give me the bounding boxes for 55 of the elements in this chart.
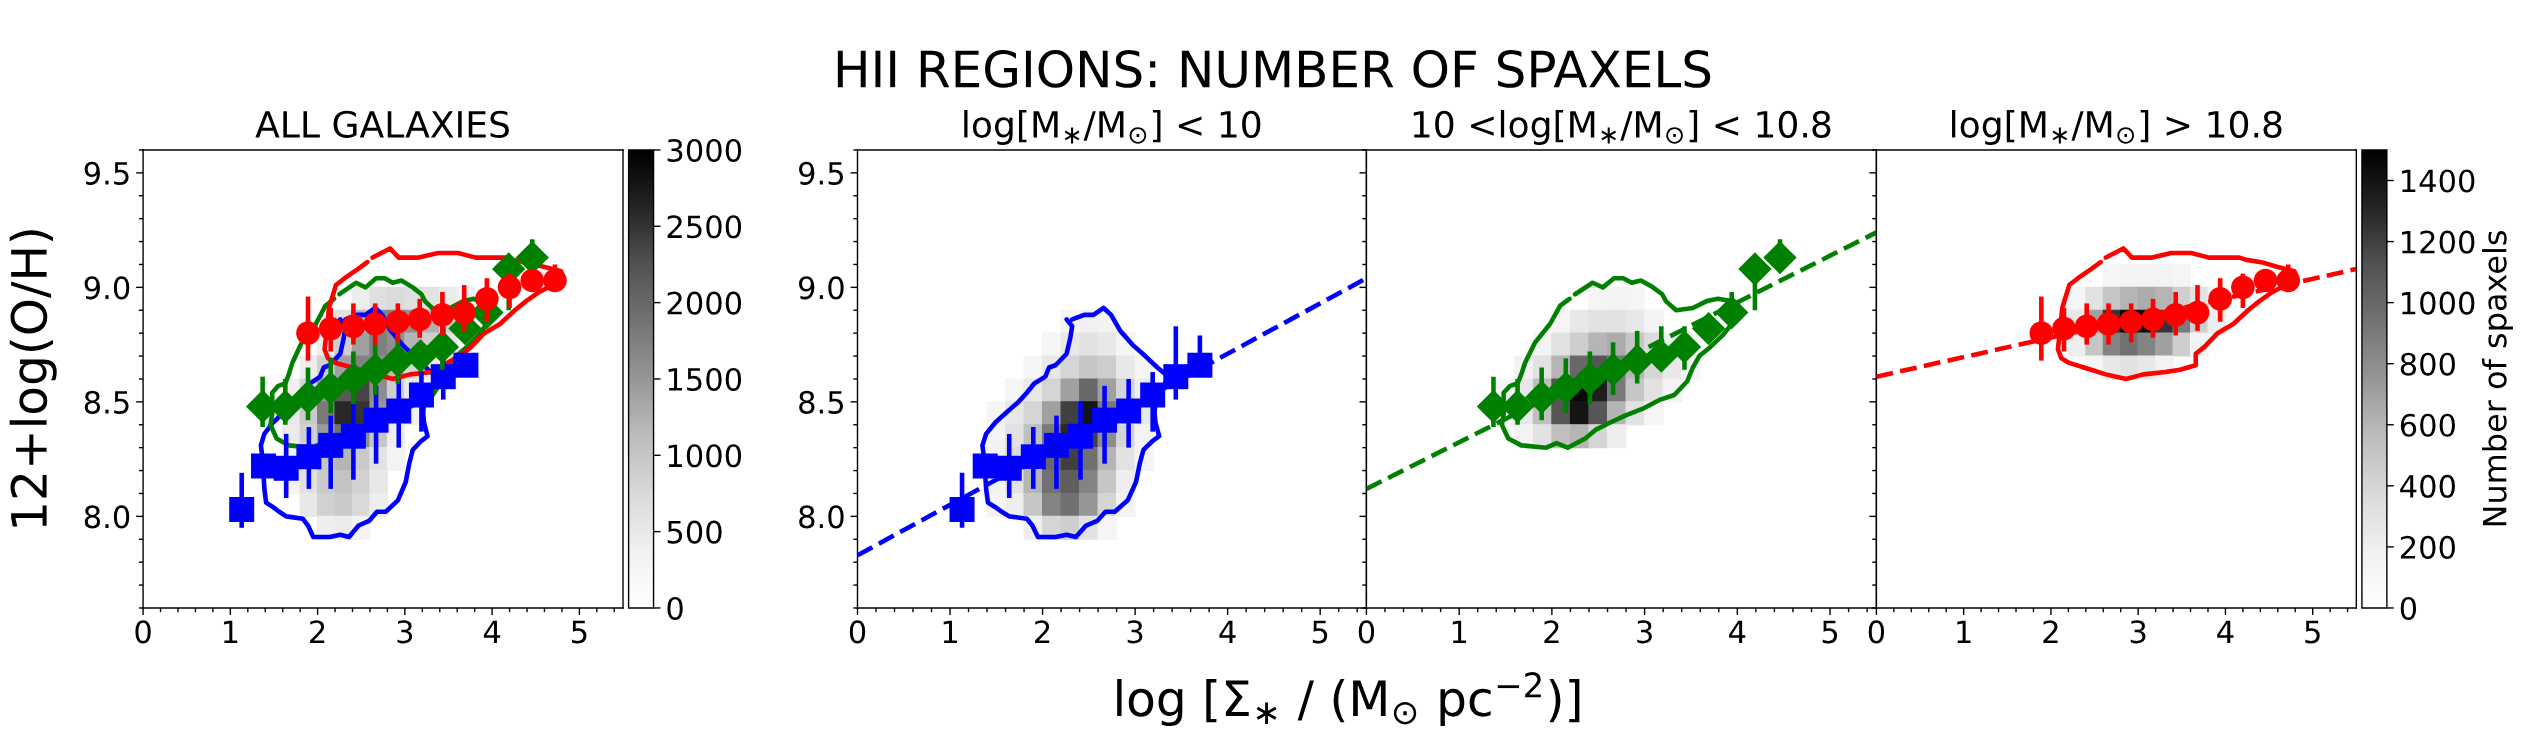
color-bar-label: 0	[2400, 596, 2417, 621]
y-tick-label: 9.5	[799, 161, 844, 185]
y-tick-label: 9.0	[84, 276, 130, 300]
y-axis-title: 12+log(O/H)	[9, 230, 57, 527]
color-bar-label: 3000	[667, 138, 742, 162]
y-tick-label: 9.0	[799, 276, 844, 300]
y-tick-label: 8.5	[84, 390, 129, 414]
color-bar-label: 2500	[667, 215, 742, 239]
x-tick-label: 5	[2305, 620, 2320, 644]
text: HII REGIONS: NUMBER OF SPAXELS	[837, 50, 1711, 88]
x-tick-label: 5	[1312, 620, 1328, 644]
chart-title: log[M$_{∗}$/M$_{⊙}$] > 10.8	[1952, 110, 2282, 145]
x-tick-label: 2	[2043, 620, 2058, 643]
x-tick-label: 4	[1219, 620, 1236, 643]
x-tick-label: 3	[1637, 620, 1652, 644]
color-bar-label: 0	[667, 596, 683, 621]
x-tick-label: 2	[310, 620, 325, 643]
chart-title: log[M$_{∗}$/M$_{⊙}$] < 10	[964, 110, 1261, 145]
x-tick-label: 1	[223, 620, 238, 643]
color-bar-label: 200	[2400, 535, 2455, 559]
x-tick-label: 1	[1452, 620, 1467, 643]
x-tick-label: 5	[572, 620, 587, 644]
x-tick-label: 0	[1868, 620, 1885, 644]
x-axis-title: log [Σ$_{∗}$ / (M$_{⊙}$ pc$^{−2}$)]	[1117, 672, 1580, 727]
color-bar-label: 600	[2400, 413, 2455, 437]
x-tick-label: 0	[135, 620, 151, 644]
y-tick-label: 8.0	[84, 505, 130, 529]
x-tick-label: 0	[1358, 620, 1375, 644]
color-bar-title: Number of spaxels	[2482, 231, 2513, 526]
x-tick-label: 5	[1822, 620, 1838, 644]
x-tick-label: 1	[943, 620, 957, 643]
y-tick-label: 8.0	[799, 505, 844, 529]
color-bar-label: 1000	[668, 444, 742, 468]
color-bar-label: 2000	[667, 291, 742, 315]
chart-title: 10 <log[M$_{∗}$/M$_{⊙}$] < 10.8	[1413, 110, 1831, 145]
x-tick-label: 3	[2130, 620, 2146, 644]
x-tick-label: 4	[483, 620, 501, 643]
x-tick-label: 0	[849, 620, 866, 644]
x-tick-label: 4	[2217, 620, 2234, 643]
x-tick-label: 4	[1729, 620, 1746, 643]
color-bar-label: 1400	[2402, 169, 2475, 193]
color-bar-label: 500	[667, 520, 722, 544]
x-tick-label: 2	[1544, 620, 1559, 643]
y-tick-label: 9.5	[84, 161, 129, 185]
chart-title: ALL GALAXIES	[255, 110, 509, 138]
x-tick-label: 2	[1035, 620, 1050, 643]
x-tick-label: 1	[1957, 620, 1971, 643]
y-tick-label: 8.5	[799, 390, 844, 414]
color-bar-label: 800	[2400, 352, 2455, 376]
color-bar-label: 1200	[2402, 230, 2475, 254]
color-bar-label: 400	[2400, 474, 2455, 498]
x-tick-label: 3	[1127, 620, 1143, 644]
color-bar-label: 1000	[2402, 291, 2475, 315]
color-bar-label: 1500	[668, 367, 742, 392]
x-tick-label: 3	[397, 620, 413, 644]
